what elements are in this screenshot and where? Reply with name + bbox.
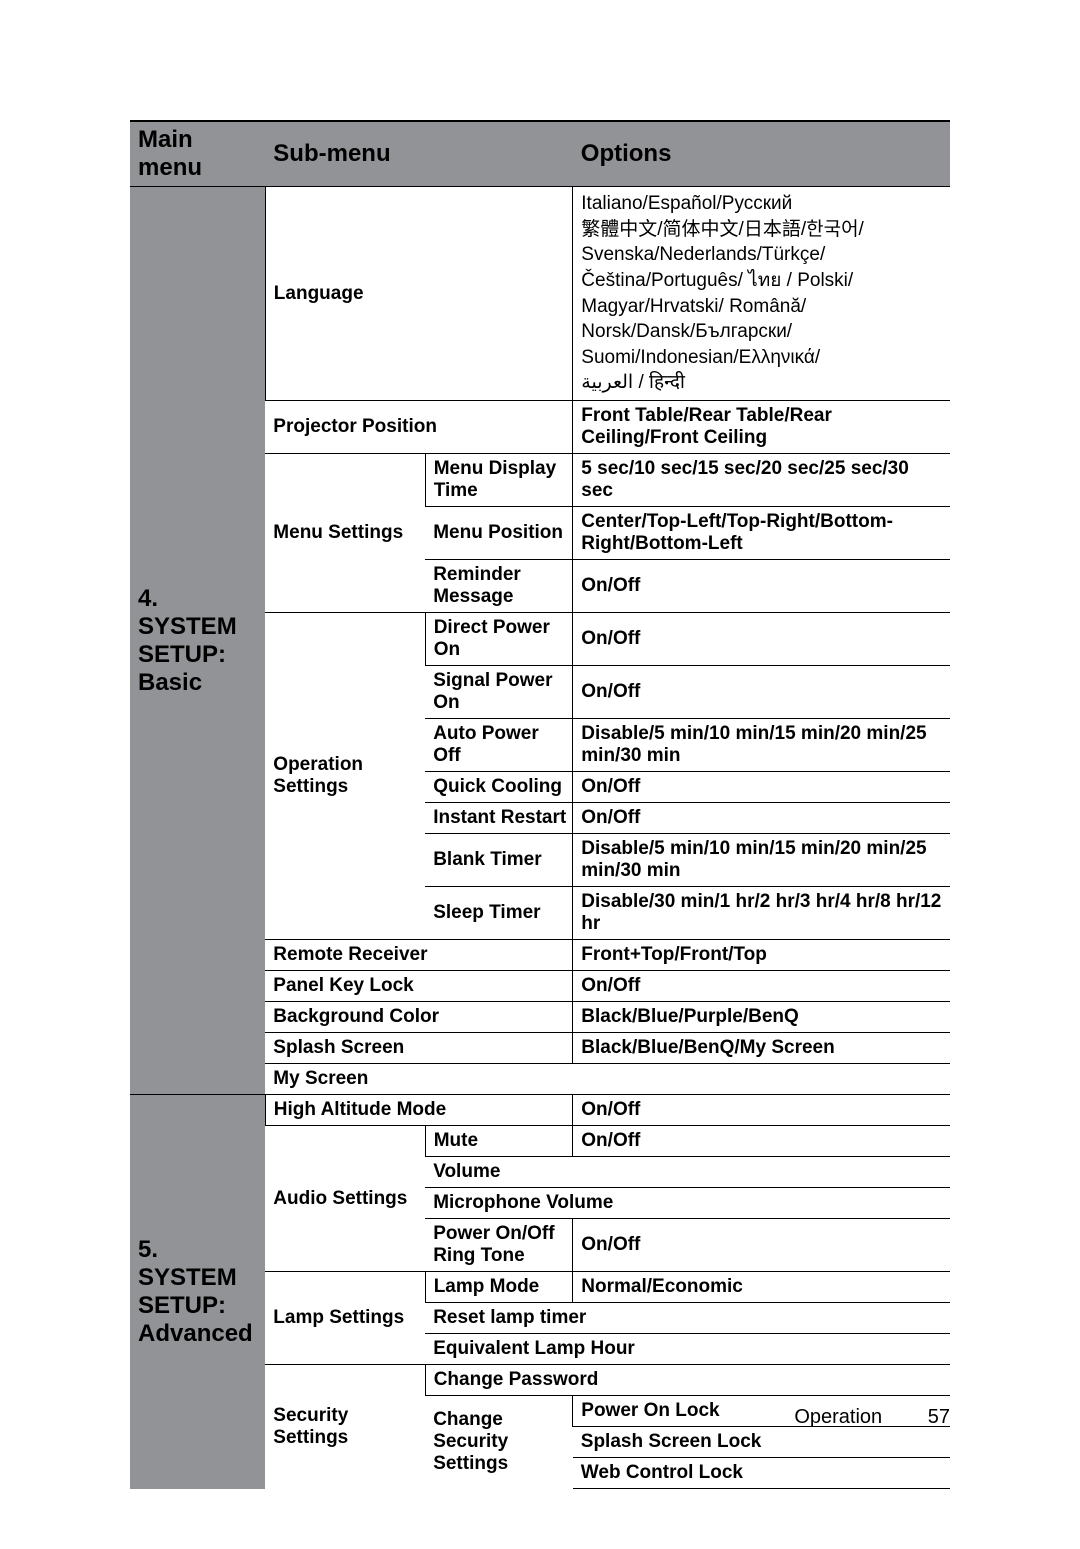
- submenu-reset-lamp: Reset lamp timer: [425, 1303, 950, 1334]
- options-language: Italiano/Español/Русский 繁體中文/简体中文/日本語/한…: [573, 187, 950, 401]
- submenu-audio-settings: Audio Settings: [265, 1126, 425, 1272]
- footer-section: Operation: [794, 1406, 882, 1428]
- options-power-ring: On/Off: [573, 1219, 950, 1272]
- submenu-my-screen: My Screen: [265, 1064, 950, 1095]
- submenu-splash-screen: Splash Screen: [265, 1033, 572, 1064]
- options-reminder-message: On/Off: [573, 560, 950, 613]
- submenu-language: Language: [265, 187, 572, 401]
- page-container: Main menu Sub-menu Options 4. SYSTEM SET…: [0, 0, 1080, 1549]
- submenu-power-ring: Power On/Off Ring Tone: [425, 1219, 573, 1272]
- submenu-change-security: Change Security Settings: [425, 1396, 573, 1489]
- mm-basic-l1: SYSTEM: [138, 613, 259, 641]
- row-language: 4. SYSTEM SETUP: Basic Language Italiano…: [130, 187, 950, 401]
- submenu-lamp-settings: Lamp Settings: [265, 1272, 425, 1365]
- submenu-volume: Volume: [425, 1157, 950, 1188]
- options-signal-power-on: On/Off: [573, 666, 950, 719]
- mm-adv-l2: SETUP:: [138, 1292, 259, 1320]
- mm-adv-l3: Advanced: [138, 1320, 259, 1348]
- submenu-menu-settings: Menu Settings: [265, 454, 425, 613]
- mm-adv-l1: SYSTEM: [138, 1264, 259, 1292]
- submenu-operation-settings: Operation Settings: [265, 613, 425, 940]
- options-menu-display-time: 5 sec/10 sec/15 sec/20 sec/25 sec/30 sec: [573, 454, 950, 507]
- submenu-change-password: Change Password: [425, 1365, 950, 1396]
- mainmenu-advanced: 5. SYSTEM SETUP: Advanced: [130, 1095, 265, 1489]
- options-projector-position: Front Table/Rear Table/Rear Ceiling/Fron…: [573, 401, 950, 454]
- header-mainmenu: Main menu: [130, 121, 265, 187]
- submenu-panel-key-lock: Panel Key Lock: [265, 971, 572, 1002]
- submenu-security-settings: Security Settings: [265, 1365, 425, 1489]
- mm-basic-num: 4.: [138, 585, 259, 613]
- row-high-altitude: 5. SYSTEM SETUP: Advanced High Altitude …: [130, 1095, 950, 1126]
- options-web-lock: Web Control Lock: [573, 1458, 950, 1489]
- menu-table: Main menu Sub-menu Options 4. SYSTEM SET…: [130, 120, 950, 1489]
- options-instant-restart: On/Off: [573, 803, 950, 834]
- submenu-lamp-mode: Lamp Mode: [425, 1272, 573, 1303]
- submenu-remote-receiver: Remote Receiver: [265, 940, 572, 971]
- mm-basic-l3: Basic: [138, 669, 259, 697]
- footer-page-number: 57: [928, 1406, 950, 1428]
- submenu-signal-power-on: Signal Power On: [425, 666, 573, 719]
- options-blank-timer: Disable/5 min/10 min/15 min/20 min/25 mi…: [573, 834, 950, 887]
- options-splash-screen: Black/Blue/BenQ/My Screen: [573, 1033, 950, 1064]
- submenu-sleep-timer: Sleep Timer: [425, 887, 573, 940]
- options-splash-lock: Splash Screen Lock: [573, 1427, 950, 1458]
- submenu-blank-timer: Blank Timer: [425, 834, 573, 887]
- options-sleep-timer: Disable/30 min/1 hr/2 hr/3 hr/4 hr/8 hr/…: [573, 887, 950, 940]
- submenu-auto-power-off: Auto Power Off: [425, 719, 573, 772]
- options-background-color: Black/Blue/Purple/BenQ: [573, 1002, 950, 1033]
- header-submenu: Sub-menu: [265, 121, 572, 187]
- submenu-reminder-message: Reminder Message: [425, 560, 573, 613]
- header-options: Options: [573, 121, 950, 187]
- submenu-high-altitude: High Altitude Mode: [265, 1095, 572, 1126]
- submenu-quick-cooling: Quick Cooling: [425, 772, 573, 803]
- submenu-background-color: Background Color: [265, 1002, 572, 1033]
- options-menu-position: Center/Top-Left/Top-Right/Bottom-Right/B…: [573, 507, 950, 560]
- options-mute: On/Off: [573, 1126, 950, 1157]
- mm-basic-l2: SETUP:: [138, 641, 259, 669]
- mainmenu-basic: 4. SYSTEM SETUP: Basic: [130, 187, 265, 1095]
- submenu-mute: Mute: [425, 1126, 573, 1157]
- submenu-menu-display-time: Menu Display Time: [425, 454, 573, 507]
- options-auto-power-off: Disable/5 min/10 min/15 min/20 min/25 mi…: [573, 719, 950, 772]
- submenu-instant-restart: Instant Restart: [425, 803, 573, 834]
- submenu-menu-position: Menu Position: [425, 507, 573, 560]
- table-header-row: Main menu Sub-menu Options: [130, 121, 950, 187]
- mm-adv-num: 5.: [138, 1236, 259, 1264]
- submenu-equiv-lamp: Equivalent Lamp Hour: [425, 1334, 950, 1365]
- options-lamp-mode: Normal/Economic: [573, 1272, 950, 1303]
- options-panel-key-lock: On/Off: [573, 971, 950, 1002]
- options-high-altitude: On/Off: [573, 1095, 950, 1126]
- submenu-direct-power-on: Direct Power On: [425, 613, 573, 666]
- page-footer: Operation 57: [794, 1406, 950, 1429]
- options-direct-power-on: On/Off: [573, 613, 950, 666]
- options-remote-receiver: Front+Top/Front/Top: [573, 940, 950, 971]
- submenu-projector-position: Projector Position: [265, 401, 572, 454]
- submenu-mic-volume: Microphone Volume: [425, 1188, 950, 1219]
- options-quick-cooling: On/Off: [573, 772, 950, 803]
